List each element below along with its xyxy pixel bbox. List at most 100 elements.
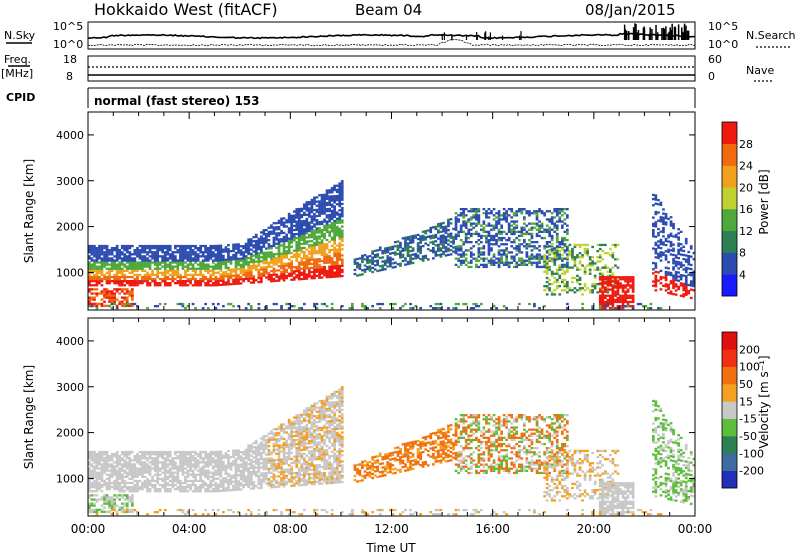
- power-cell: [260, 241, 263, 244]
- power-cell: [330, 205, 334, 208]
- power-cell: [98, 255, 101, 258]
- power-cell: [280, 252, 283, 255]
- power-cell: [614, 280, 617, 283]
- power-cell: [548, 226, 551, 229]
- power-cell: [606, 284, 610, 287]
- power-cell: [211, 267, 215, 270]
- power-cell: [500, 243, 503, 246]
- power-cell: [285, 268, 288, 271]
- power-cell: [128, 290, 132, 293]
- power-cell: [156, 253, 159, 256]
- power-cell: [593, 262, 597, 265]
- power-cell: [176, 282, 180, 285]
- power-cell: [113, 298, 116, 301]
- power-cell: [133, 273, 137, 277]
- power-cell: [652, 280, 655, 283]
- power-cell: [609, 254, 612, 257]
- velocity-cell: [163, 461, 167, 464]
- velocity-cell: [115, 455, 119, 458]
- power-cell: [507, 263, 511, 266]
- power-cell: [184, 247, 187, 250]
- power-cell: [239, 269, 243, 273]
- velocity-cell: [209, 483, 213, 487]
- power-cell: [199, 255, 202, 258]
- power-cell: [437, 237, 440, 240]
- power-cell: [328, 267, 331, 270]
- power-cell: [275, 236, 278, 239]
- power-cell: [566, 307, 569, 310]
- power-cell: [566, 230, 569, 233]
- power-cell: [611, 292, 615, 295]
- power-cell: [227, 274, 230, 278]
- power-cell: [664, 237, 668, 241]
- power-cell: [328, 259, 331, 262]
- power-cell: [568, 289, 572, 292]
- power-cell: [429, 230, 433, 234]
- power-cell: [330, 209, 334, 212]
- velocity-cell: [209, 457, 213, 460]
- power-cell: [308, 225, 311, 229]
- power-cell: [492, 305, 496, 308]
- power-cell: [419, 235, 422, 238]
- power-cell: [136, 251, 139, 254]
- power-cell: [292, 216, 296, 219]
- power-cell: [545, 264, 549, 267]
- power-cell: [131, 275, 134, 279]
- power-cell: [394, 265, 397, 269]
- power-cell: [310, 221, 314, 224]
- power-cell: [636, 302, 640, 306]
- velocity-cell: [234, 449, 238, 452]
- power-cell: [287, 221, 291, 224]
- power-cell: [674, 256, 678, 259]
- power-cell: [454, 223, 458, 226]
- power-cell: [442, 226, 445, 229]
- power-cell: [561, 257, 564, 260]
- power-cell: [596, 266, 600, 269]
- power-cell: [310, 205, 314, 208]
- power-cell: [93, 292, 96, 295]
- power-cell: [310, 254, 314, 257]
- power-cell: [300, 246, 304, 250]
- power-cell: [545, 224, 549, 227]
- power-cell: [222, 258, 225, 262]
- power-cell: [510, 241, 514, 244]
- power-cell: [340, 215, 344, 218]
- power-cell: [308, 221, 311, 224]
- power-cell: [545, 260, 549, 263]
- power-cell: [277, 252, 281, 255]
- power-cell: [578, 245, 582, 249]
- power-cell: [654, 250, 658, 253]
- power-cell: [325, 259, 329, 262]
- velocity-cell: [115, 457, 119, 460]
- power-cell: [174, 261, 177, 264]
- power-cell: [151, 277, 154, 281]
- power-cell: [538, 234, 541, 238]
- nsearch-tick-top: 10^5: [708, 20, 738, 33]
- power-cell: [545, 266, 549, 269]
- power-cell: [211, 255, 215, 258]
- power-cell: [242, 255, 245, 258]
- velocity-cell: [98, 471, 101, 474]
- power-cell: [485, 241, 488, 244]
- power-cell: [609, 296, 612, 299]
- power-cell: [146, 284, 149, 287]
- power-cell: [265, 268, 268, 271]
- power-cell: [502, 236, 506, 240]
- power-cell: [432, 240, 435, 243]
- power-cell: [138, 261, 142, 264]
- power-cell: [113, 265, 116, 268]
- power-cell: [333, 232, 336, 235]
- power-cell: [679, 274, 683, 277]
- power-cell: [424, 232, 428, 235]
- power-cell: [467, 220, 471, 223]
- velocity-cell: [201, 450, 205, 454]
- power-cell: [624, 278, 627, 281]
- velocity-cell: [138, 457, 142, 460]
- power-cell: [356, 264, 359, 267]
- power-cell: [184, 269, 187, 272]
- velocity-cell: [179, 455, 182, 458]
- power-cell: [654, 198, 658, 201]
- power-cell: [201, 251, 205, 254]
- power-cell: [497, 261, 501, 264]
- velocity-cell: [133, 486, 137, 489]
